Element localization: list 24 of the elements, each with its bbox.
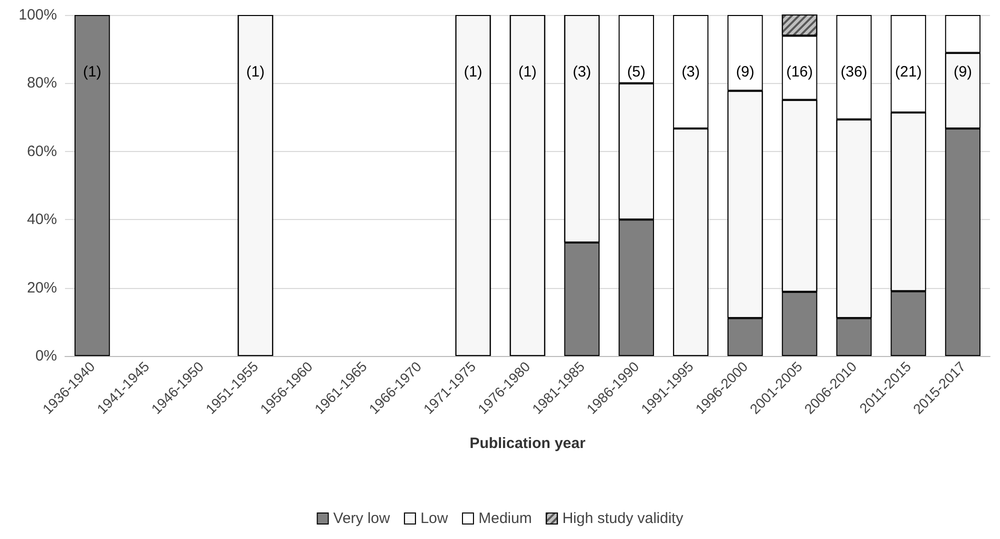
y-tick-label: 60% (26, 142, 57, 160)
y-tick-label: 100% (18, 6, 57, 24)
legend-label: Very low (333, 510, 390, 527)
y-tick-label: 80% (26, 74, 57, 92)
annotation: (9) (736, 64, 754, 80)
legend-label: Medium (478, 510, 532, 527)
x-axis-title: Publication year (470, 435, 586, 452)
annotation: (36) (840, 64, 868, 80)
annotation: (1) (246, 64, 265, 80)
annotation: (1) (518, 64, 537, 80)
annotation: (1) (83, 64, 102, 80)
y-tick-label: 40% (26, 211, 57, 228)
y-tick-label: 20% (26, 279, 57, 296)
annotation: (5) (627, 64, 646, 80)
annotation: (3) (682, 64, 700, 80)
legend-label: High study validity (562, 510, 684, 527)
annotation: (3) (572, 64, 592, 80)
bar (74, 15, 110, 356)
annotation: (9) (954, 64, 972, 80)
y-tick-label: 0% (35, 348, 57, 364)
legend-label: Low (420, 510, 448, 527)
annotation: (21) (895, 64, 922, 80)
annotation: (1) (464, 64, 482, 80)
annotation: (16) (786, 64, 813, 80)
